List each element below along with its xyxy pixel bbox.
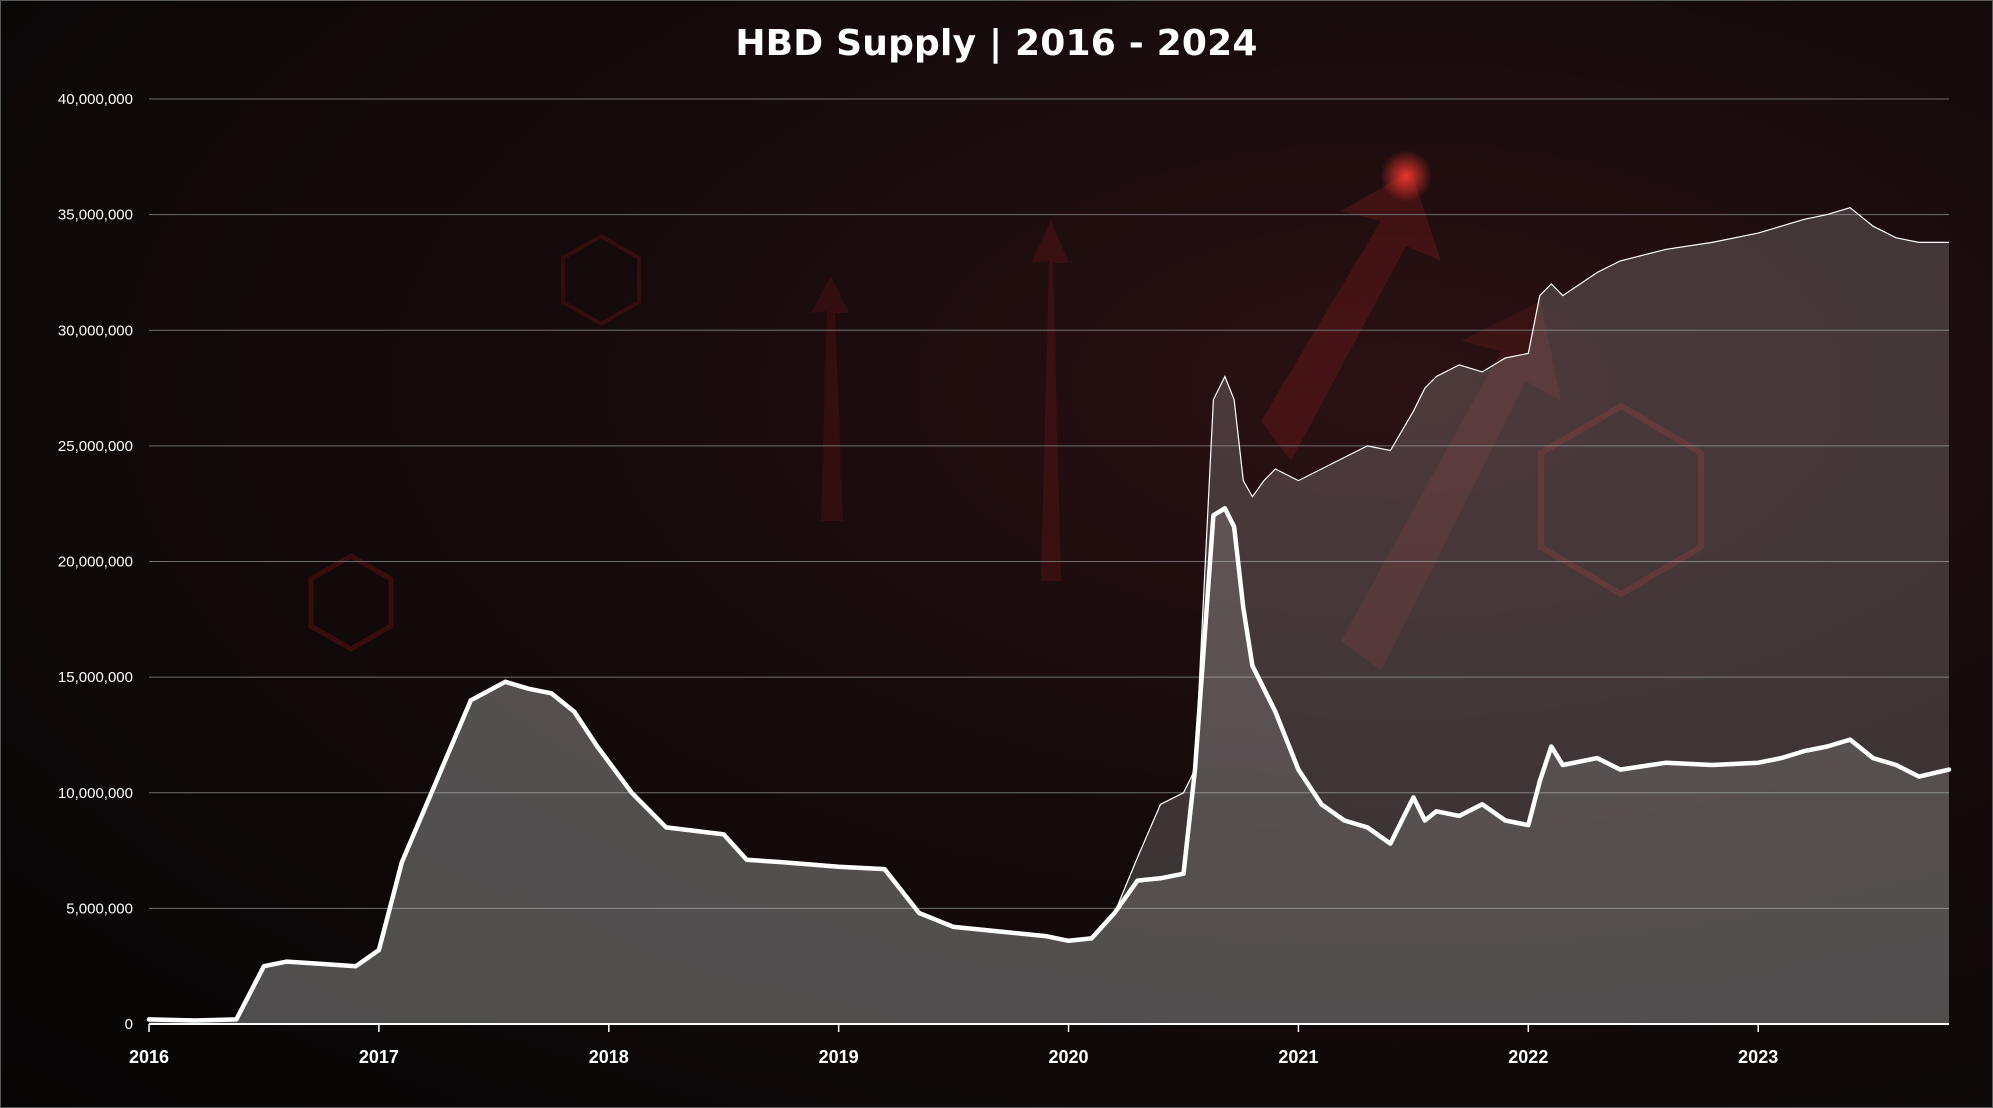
y-tick-label: 0 xyxy=(125,1016,133,1033)
x-tick-label: 2020 xyxy=(1049,1047,1089,1067)
y-tick-label: 40,000,000 xyxy=(58,91,133,108)
x-tick-label: 2016 xyxy=(129,1047,169,1067)
x-tick-label: 2022 xyxy=(1508,1047,1548,1067)
x-tick-label: 2021 xyxy=(1278,1047,1318,1067)
series-areas xyxy=(149,207,1949,1024)
y-tick-label: 20,000,000 xyxy=(58,554,133,571)
y-tick-label: 15,000,000 xyxy=(58,669,133,686)
series-line-thick xyxy=(146,506,1952,1023)
y-axis-ticks: 0 5,000,000 10,000,000 15,000,000 20,000,000… xyxy=(58,91,133,1033)
x-tick-label: 2019 xyxy=(819,1047,859,1067)
supply-area xyxy=(149,207,1949,1024)
y-tick-label: 5,000,000 xyxy=(66,900,133,917)
gridlines xyxy=(149,98,1949,909)
x-tick-label: 2018 xyxy=(589,1047,629,1067)
x-axis-ticks: 2016 2017 2018 2019 2020 2021 2022 2023 xyxy=(129,1024,1778,1067)
y-tick-label: 35,000,000 xyxy=(58,207,133,224)
x-tick-label: 2017 xyxy=(359,1047,399,1067)
background-decoration xyxy=(308,150,1704,671)
x-tick-label: 2023 xyxy=(1738,1047,1778,1067)
series-lines xyxy=(146,207,1952,1023)
chart-title: HBD Supply | 2016 - 2024 xyxy=(735,23,1258,64)
y-tick-label: 30,000,000 xyxy=(58,322,133,339)
y-tick-label: 25,000,000 xyxy=(58,438,133,455)
series-area-thick xyxy=(149,508,1949,1024)
y-tick-label: 10,000,000 xyxy=(58,785,133,802)
